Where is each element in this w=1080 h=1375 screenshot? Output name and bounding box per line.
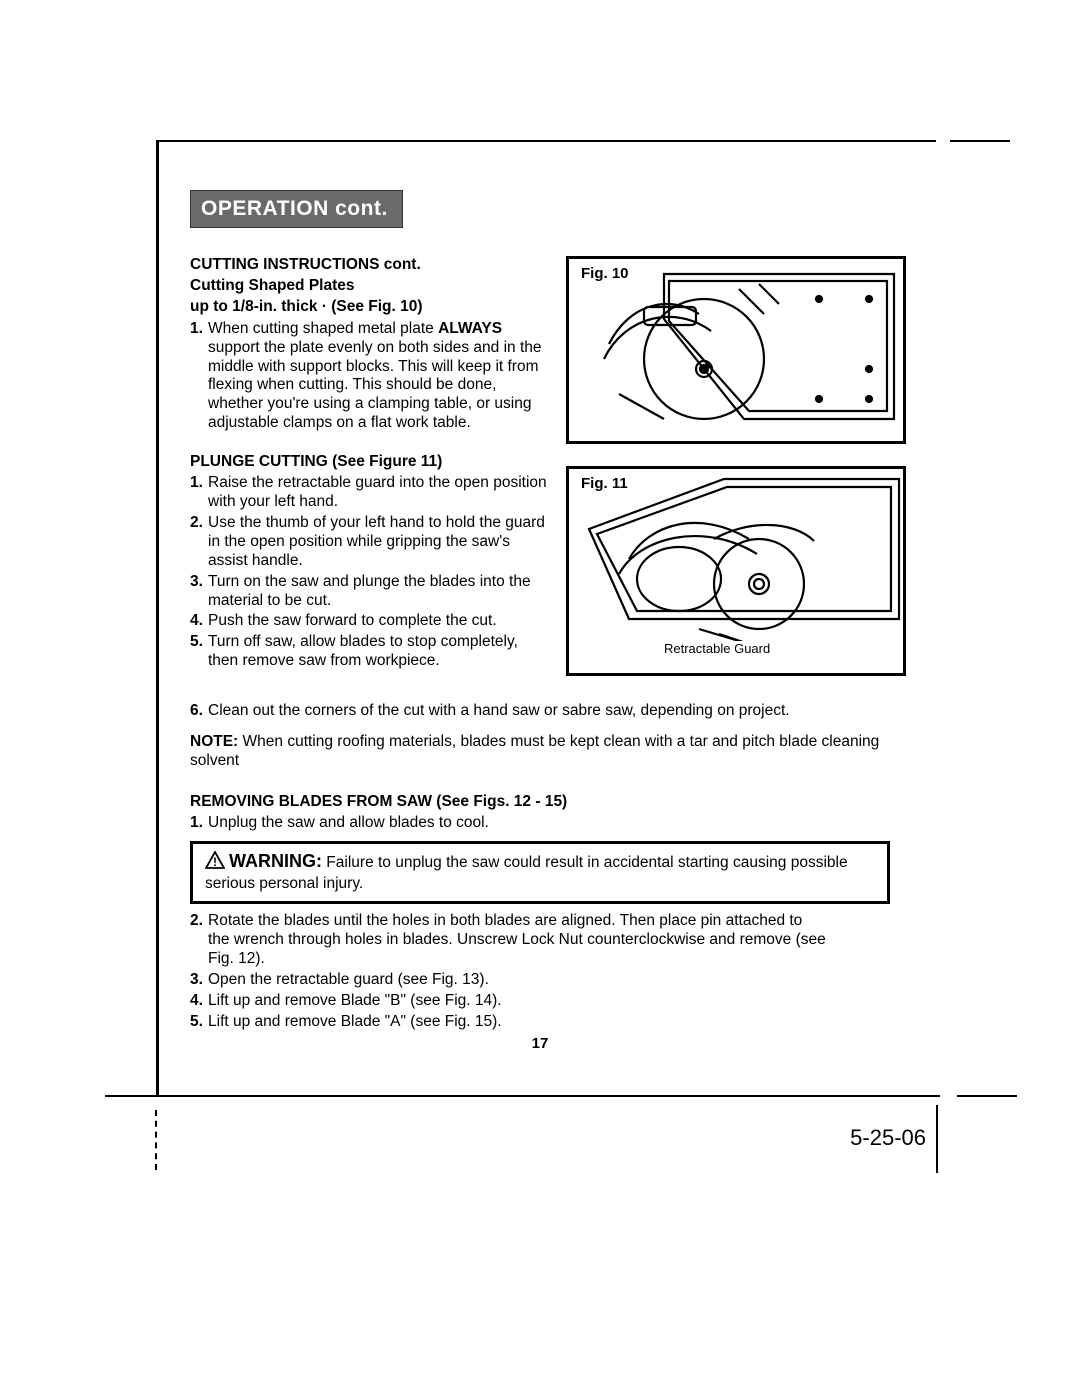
list-number: 5. xyxy=(190,633,208,671)
date-block: 5-25-06 xyxy=(758,1105,938,1173)
list-body: Push the saw forward to complete the cut… xyxy=(208,612,552,631)
section-header: OPERATION cont. xyxy=(190,190,403,228)
left-dashes xyxy=(155,1110,161,1170)
list-number: 5. xyxy=(190,1013,208,1032)
page-number: 17 xyxy=(0,1035,1080,1052)
date-text: 5-25-06 xyxy=(850,1125,926,1150)
list-number: 1. xyxy=(190,320,208,433)
warning-label: WARNING: xyxy=(229,851,322,871)
bottom-rule-left xyxy=(105,1095,940,1097)
list-body: Rotate the blades until the holes in bot… xyxy=(208,912,828,969)
removing-heading: REMOVING BLADES FROM SAW (See Figs. 12 -… xyxy=(190,793,915,812)
s2-item-3: 3. Turn on the saw and plunge the blades… xyxy=(190,573,552,611)
list-number: 3. xyxy=(190,573,208,611)
list-number: 6. xyxy=(190,702,208,721)
cutting-sub1: Cutting Shaped Plates xyxy=(190,277,552,296)
fig10-drawing xyxy=(569,259,903,441)
cutting-heading: CUTTING INSTRUCTIONS cont. xyxy=(190,256,552,275)
list-body: Clean out the corners of the cut with a … xyxy=(208,702,915,721)
list-body: Use the thumb of your left hand to hold … xyxy=(208,514,552,571)
s2-item-4: 4. Push the saw forward to complete the … xyxy=(190,612,552,631)
s2-item-2: 2. Use the thumb of your left hand to ho… xyxy=(190,514,552,571)
fig11-label: Fig. 11 xyxy=(579,475,630,492)
s2-item-6: 6. Clean out the corners of the cut with… xyxy=(190,702,915,721)
figure-11: Fig. 11 xyxy=(566,466,906,676)
s1-post: support the plate evenly on both sides a… xyxy=(208,339,542,432)
fig11-caption: Retractable Guard xyxy=(664,641,770,656)
plunge-heading: PLUNGE CUTTING (See Figure 11) xyxy=(190,453,552,472)
top-rule-right xyxy=(950,140,1010,142)
s3-item-1: 1. Unplug the saw and allow blades to co… xyxy=(190,814,915,833)
list-body: Lift up and remove Blade "A" (see Fig. 1… xyxy=(208,1013,915,1032)
list-number: 1. xyxy=(190,474,208,512)
figure-column: Fig. 10 xyxy=(566,256,906,698)
list-body: When cutting shaped metal plate ALWAYS s… xyxy=(208,320,552,433)
cutting-sub2: up to 1/8-in. thick · (See Fig. 10) xyxy=(190,298,552,317)
list-number: 2. xyxy=(190,912,208,969)
list-number: 1. xyxy=(190,814,208,833)
s1-item-1: 1. When cutting shaped metal plate ALWAY… xyxy=(190,320,552,433)
text-column: CUTTING INSTRUCTIONS cont. Cutting Shape… xyxy=(190,256,552,673)
list-body: Turn off saw, allow blades to stop compl… xyxy=(208,633,552,671)
list-number: 2. xyxy=(190,514,208,571)
warning-box: ! WARNING: Failure to unplug the saw cou… xyxy=(190,841,890,905)
s3-item-3: 3. Open the retractable guard (see Fig. … xyxy=(190,971,915,990)
note-label: NOTE: xyxy=(190,733,238,750)
list-number: 3. xyxy=(190,971,208,990)
list-body: Turn on the saw and plunge the blades in… xyxy=(208,573,552,611)
fig10-label: Fig. 10 xyxy=(579,265,631,282)
svg-text:!: ! xyxy=(213,855,217,869)
figure-10: Fig. 10 xyxy=(566,256,906,444)
list-body: Raise the retractable guard into the ope… xyxy=(208,474,552,512)
s2-item-1: 1. Raise the retractable guard into the … xyxy=(190,474,552,512)
list-body: Lift up and remove Blade "B" (see Fig. 1… xyxy=(208,992,915,1011)
list-body: Open the retractable guard (see Fig. 13)… xyxy=(208,971,915,990)
list-number: 4. xyxy=(190,992,208,1011)
lower-block: 6. Clean out the corners of the cut with… xyxy=(190,702,915,1032)
warning-icon: ! xyxy=(205,851,225,874)
s3-item-5: 5. Lift up and remove Blade "A" (see Fig… xyxy=(190,1013,915,1032)
s2-item-5: 5. Turn off saw, allow blades to stop co… xyxy=(190,633,552,671)
note-line: NOTE: When cutting roofing materials, bl… xyxy=(190,733,915,771)
content-area: OPERATION cont. CUTTING INSTRUCTIONS con… xyxy=(190,190,915,1034)
s3-item-2: 2. Rotate the blades until the holes in … xyxy=(190,912,915,969)
bottom-rule-right xyxy=(957,1095,1017,1097)
s3-item-4: 4. Lift up and remove Blade "B" (see Fig… xyxy=(190,992,915,1011)
list-number: 4. xyxy=(190,612,208,631)
s1-pre: When cutting shaped metal plate xyxy=(208,320,438,337)
s1-bold: ALWAYS xyxy=(438,320,502,337)
page: OPERATION cont. CUTTING INSTRUCTIONS con… xyxy=(0,0,1080,1375)
upper-columns: CUTTING INSTRUCTIONS cont. Cutting Shape… xyxy=(190,256,915,698)
list-body: Unplug the saw and allow blades to cool. xyxy=(208,814,915,833)
note-text: When cutting roofing materials, blades m… xyxy=(190,733,879,769)
